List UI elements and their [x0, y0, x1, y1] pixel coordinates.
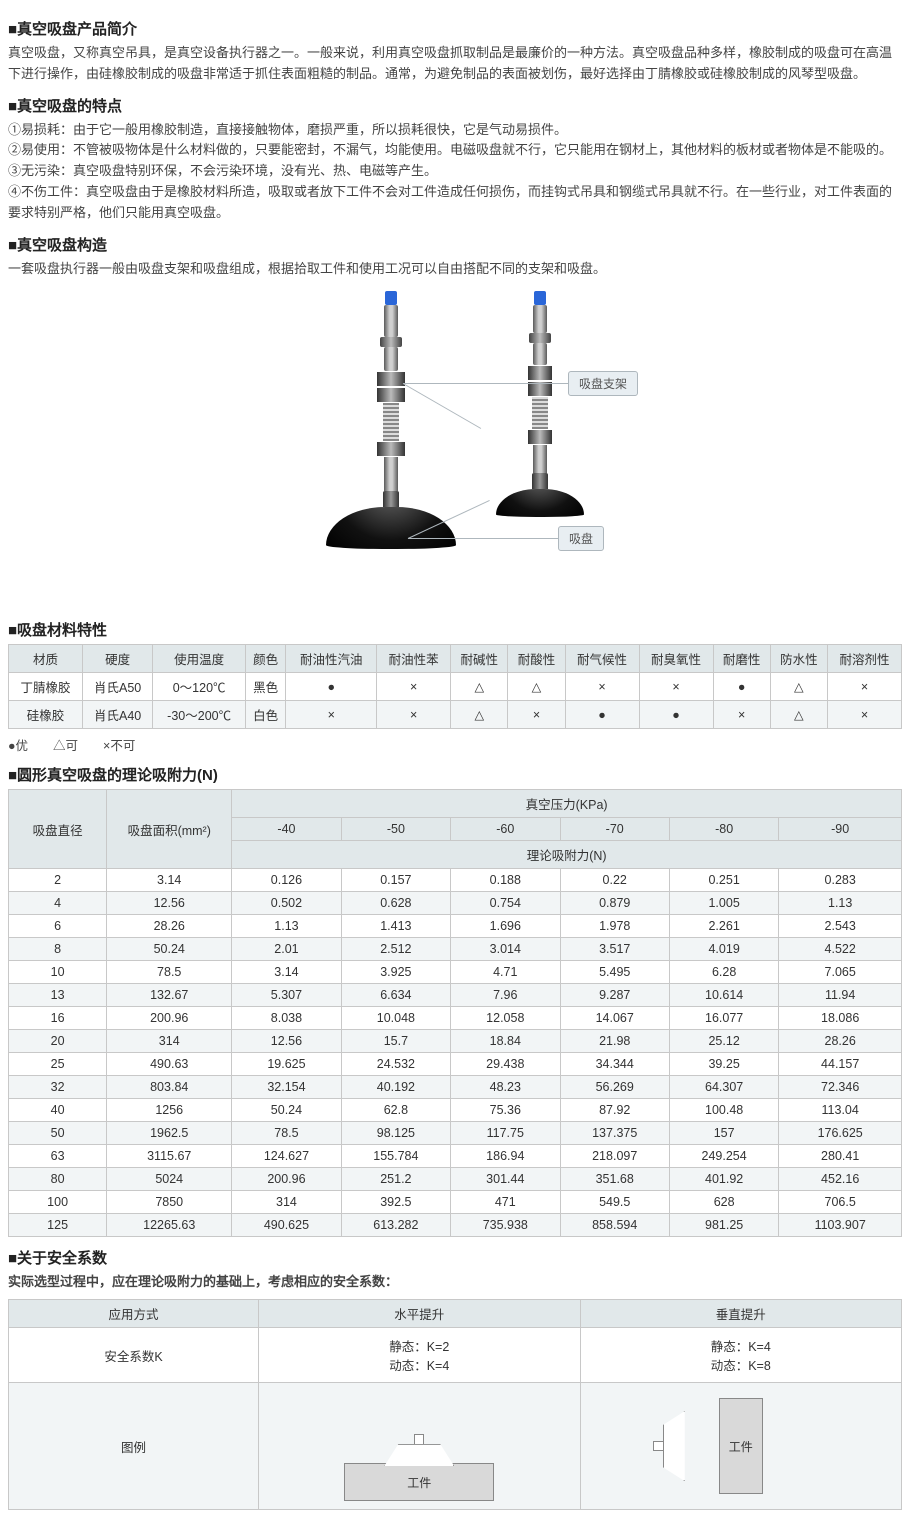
safety-table: 应用方式 水平提升 垂直提升 安全系数K 静态：K=2 动态：K=4 静态：K=…	[8, 1299, 902, 1510]
table-row: 1007850314392.5471549.5628706.5	[9, 1191, 902, 1214]
table-row: 2031412.5615.718.8421.9825.1228.26	[9, 1030, 902, 1053]
features-list: ①易损耗：由于它一般用橡胶制造，直接接触物体，磨损严重，所以损耗很快，它是气动易…	[8, 120, 902, 224]
structure-body: 一套吸盘执行器一般由吸盘支架和吸盘组成，根据拾取工件和使用工况可以自由搭配不同的…	[8, 259, 902, 280]
material-col: 硬度	[83, 645, 153, 673]
table-row: 丁腈橡胶肖氏A500～120℃黑色●×△△××●△×	[9, 673, 902, 701]
structure-diagram: 吸盘支架 吸盘	[8, 291, 902, 601]
intro-heading: ■真空吸盘产品简介	[8, 18, 902, 39]
features-item: ④不伤工件：真空吸盘由于是橡胶材料所造，吸取或者放下工件不会对工件造成任何损伤，…	[8, 182, 902, 224]
material-col: 耐溶剂性	[827, 645, 901, 673]
material-legend: ●优 △可 ×不可	[8, 735, 902, 754]
safety-heading: ■关于安全系数	[8, 1247, 902, 1268]
table-row: 12512265.63490.625613.282735.938858.5949…	[9, 1214, 902, 1237]
material-col: 耐酸性	[508, 645, 565, 673]
table-row: 633115.67124.627155.784186.94218.097249.…	[9, 1145, 902, 1168]
safety-k-label: 安全系数K	[9, 1328, 259, 1383]
cup-icon	[653, 1411, 685, 1481]
material-col: 耐气候性	[565, 645, 639, 673]
features-heading: ■真空吸盘的特点	[8, 95, 902, 116]
table-row: 850.242.012.5123.0143.5174.0194.522	[9, 938, 902, 961]
structure-heading: ■真空吸盘构造	[8, 234, 902, 255]
callout-bracket: 吸盘支架	[568, 371, 638, 396]
features-item: ①易损耗：由于它一般用橡胶制造，直接接触物体，磨损严重，所以损耗很快，它是气动易…	[8, 120, 902, 141]
cup-icon	[384, 1434, 454, 1466]
intro-body: 真空吸盘，又称真空吊具，是真空设备执行器之一。一般来说，利用真空吸盘抓取制品是最…	[8, 43, 902, 85]
table-row: 25490.6319.62524.53229.43834.34439.2544.…	[9, 1053, 902, 1076]
workpiece-label-h: 工件	[407, 1474, 431, 1491]
material-col: 使用温度	[153, 645, 246, 673]
material-heading: ■吸盘材料特性	[8, 619, 902, 640]
safety-col-app: 应用方式	[9, 1300, 259, 1328]
suction-heading: ■圆形真空吸盘的理论吸附力(N)	[8, 764, 902, 785]
safety-k-horiz: 静态：K=2 动态：K=4	[259, 1328, 580, 1383]
table-row: 13132.675.3076.6347.969.28710.61411.94	[9, 984, 902, 1007]
workpiece-label-v: 工件	[729, 1438, 753, 1455]
suction-table: 吸盘直径吸盘面积(mm²)真空压力(KPa)-40-50-60-70-80-90…	[8, 789, 902, 1237]
table-row: 805024200.96251.2301.44351.68401.92452.1…	[9, 1168, 902, 1191]
material-col: 材质	[9, 645, 83, 673]
table-row: 硅橡胶肖氏A40-30～200℃白色××△×●●×△×	[9, 701, 902, 729]
features-item: ③无污染：真空吸盘特别环保，不会污染环境，没有光、热、电磁等产生。	[8, 161, 902, 182]
features-item: ②易使用：不管被吸物体是什么材料做的，只要能密封，不漏气，均能使用。电磁吸盘就不…	[8, 140, 902, 161]
callout-cup: 吸盘	[558, 526, 604, 551]
safety-illus-vert: 工件	[580, 1383, 902, 1510]
table-row: 628.261.131.4131.6961.9782.2612.543	[9, 915, 902, 938]
safety-col-vert: 垂直提升	[580, 1300, 902, 1328]
material-col: 耐油性汽油	[286, 645, 377, 673]
table-row: 23.140.1260.1570.1880.220.2510.283	[9, 869, 902, 892]
table-row: 16200.968.03810.04812.05814.06716.07718.…	[9, 1007, 902, 1030]
material-col: 耐臭氧性	[639, 645, 713, 673]
safety-intro: 实际选型过程中，应在理论吸附力的基础上，考虑相应的安全系数：	[8, 1272, 902, 1293]
material-col: 耐油性苯	[377, 645, 451, 673]
material-col: 防水性	[770, 645, 827, 673]
table-row: 412.560.5020.6280.7540.8791.0051.13	[9, 892, 902, 915]
material-col: 耐磨性	[713, 645, 770, 673]
material-col: 颜色	[246, 645, 286, 673]
table-row: 1078.53.143.9254.715.4956.287.065	[9, 961, 902, 984]
table-row: 501962.578.598.125117.75137.375157176.62…	[9, 1122, 902, 1145]
safety-k-vert: 静态：K=4 动态：K=8	[580, 1328, 902, 1383]
table-row: 40125650.2462.875.3687.92100.48113.04	[9, 1099, 902, 1122]
safety-illus-horiz: 工件	[259, 1383, 580, 1510]
assembly-large	[326, 291, 456, 601]
table-row: 32803.8432.15440.19248.2356.26964.30772.…	[9, 1076, 902, 1099]
material-col: 耐碱性	[451, 645, 508, 673]
material-table: 材质硬度使用温度颜色耐油性汽油耐油性苯耐碱性耐酸性耐气候性耐臭氧性耐磨性防水性耐…	[8, 644, 902, 729]
assembly-small	[496, 291, 584, 601]
safety-illus-label: 图例	[9, 1383, 259, 1510]
safety-col-horiz: 水平提升	[259, 1300, 580, 1328]
